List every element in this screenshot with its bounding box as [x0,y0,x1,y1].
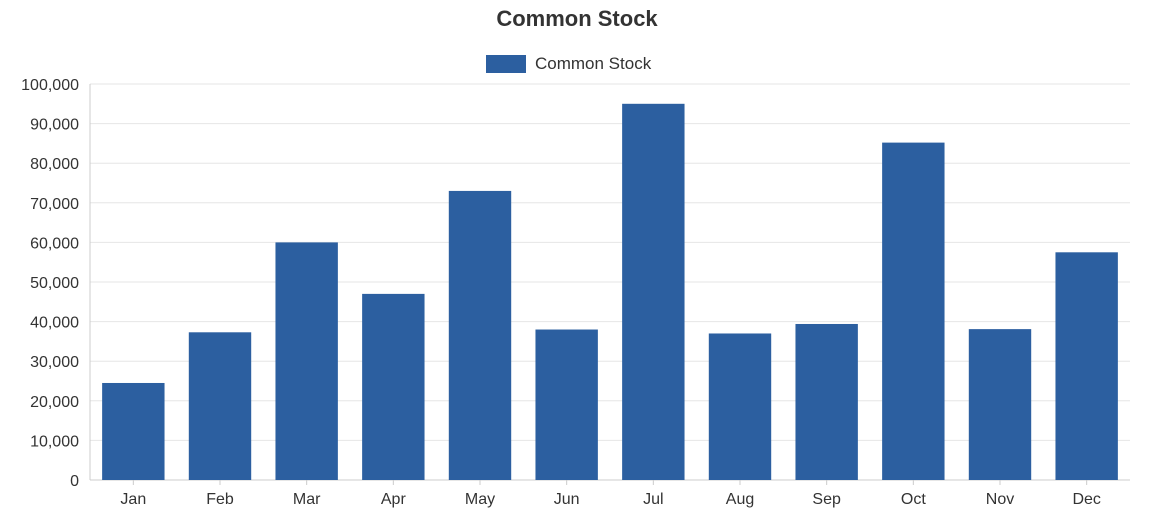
bar-mar[interactable] [275,242,338,480]
x-tick-label: May [465,491,495,508]
y-tick-label: 70,000 [30,196,79,213]
bars [102,103,1118,481]
gridlines [90,83,1130,481]
y-tick-label: 60,000 [30,235,79,252]
bar-dec[interactable] [1055,252,1118,480]
x-tick-label: Apr [381,491,407,508]
x-tick-label: Nov [986,491,1014,508]
x-axis: Jan Feb Mar Apr May Jun Jul Aug Sep Oct Nov Dec [120,480,1101,508]
x-tick-label: Jan [120,491,146,508]
bar-sep[interactable] [795,323,858,480]
bar-apr[interactable] [362,293,425,480]
bar-feb[interactable] [188,332,252,480]
y-tick-label: 40,000 [30,315,79,332]
y-tick-label: 90,000 [30,117,79,134]
y-tick-label: 30,000 [30,354,79,371]
legend[interactable]: Common Stock [486,54,652,73]
x-tick-label: Oct [901,491,926,508]
legend-swatch[interactable] [486,55,526,73]
y-tick-label: 20,000 [30,394,79,411]
y-tick-label: 0 [70,473,79,490]
y-tick-label: 100,000 [21,77,79,94]
x-tick-label: Mar [293,491,321,508]
y-tick-label: 50,000 [30,275,79,292]
bar-jun[interactable] [535,329,598,480]
y-tick-label: 10,000 [30,433,79,450]
x-tick-label: Sep [812,491,841,508]
chart-title: Common Stock [496,6,658,31]
x-tick-label: Aug [726,491,754,508]
x-tick-label: Dec [1072,491,1100,508]
y-tick-label: 80,000 [30,156,79,173]
legend-label[interactable]: Common Stock [535,54,652,73]
bar-jul[interactable] [622,103,685,481]
bar-jan[interactable] [102,382,165,480]
bar-aug[interactable] [708,333,772,480]
x-tick-label: Jul [643,491,663,508]
x-tick-label: Feb [206,491,234,508]
y-axis: 0 10,000 20,000 30,000 40,000 50,000 60,000 70,… [21,77,91,490]
x-tick-label: Jun [554,491,580,508]
bar-may[interactable] [448,190,512,481]
bar-oct[interactable] [882,142,945,480]
bar-nov[interactable] [968,329,1032,480]
